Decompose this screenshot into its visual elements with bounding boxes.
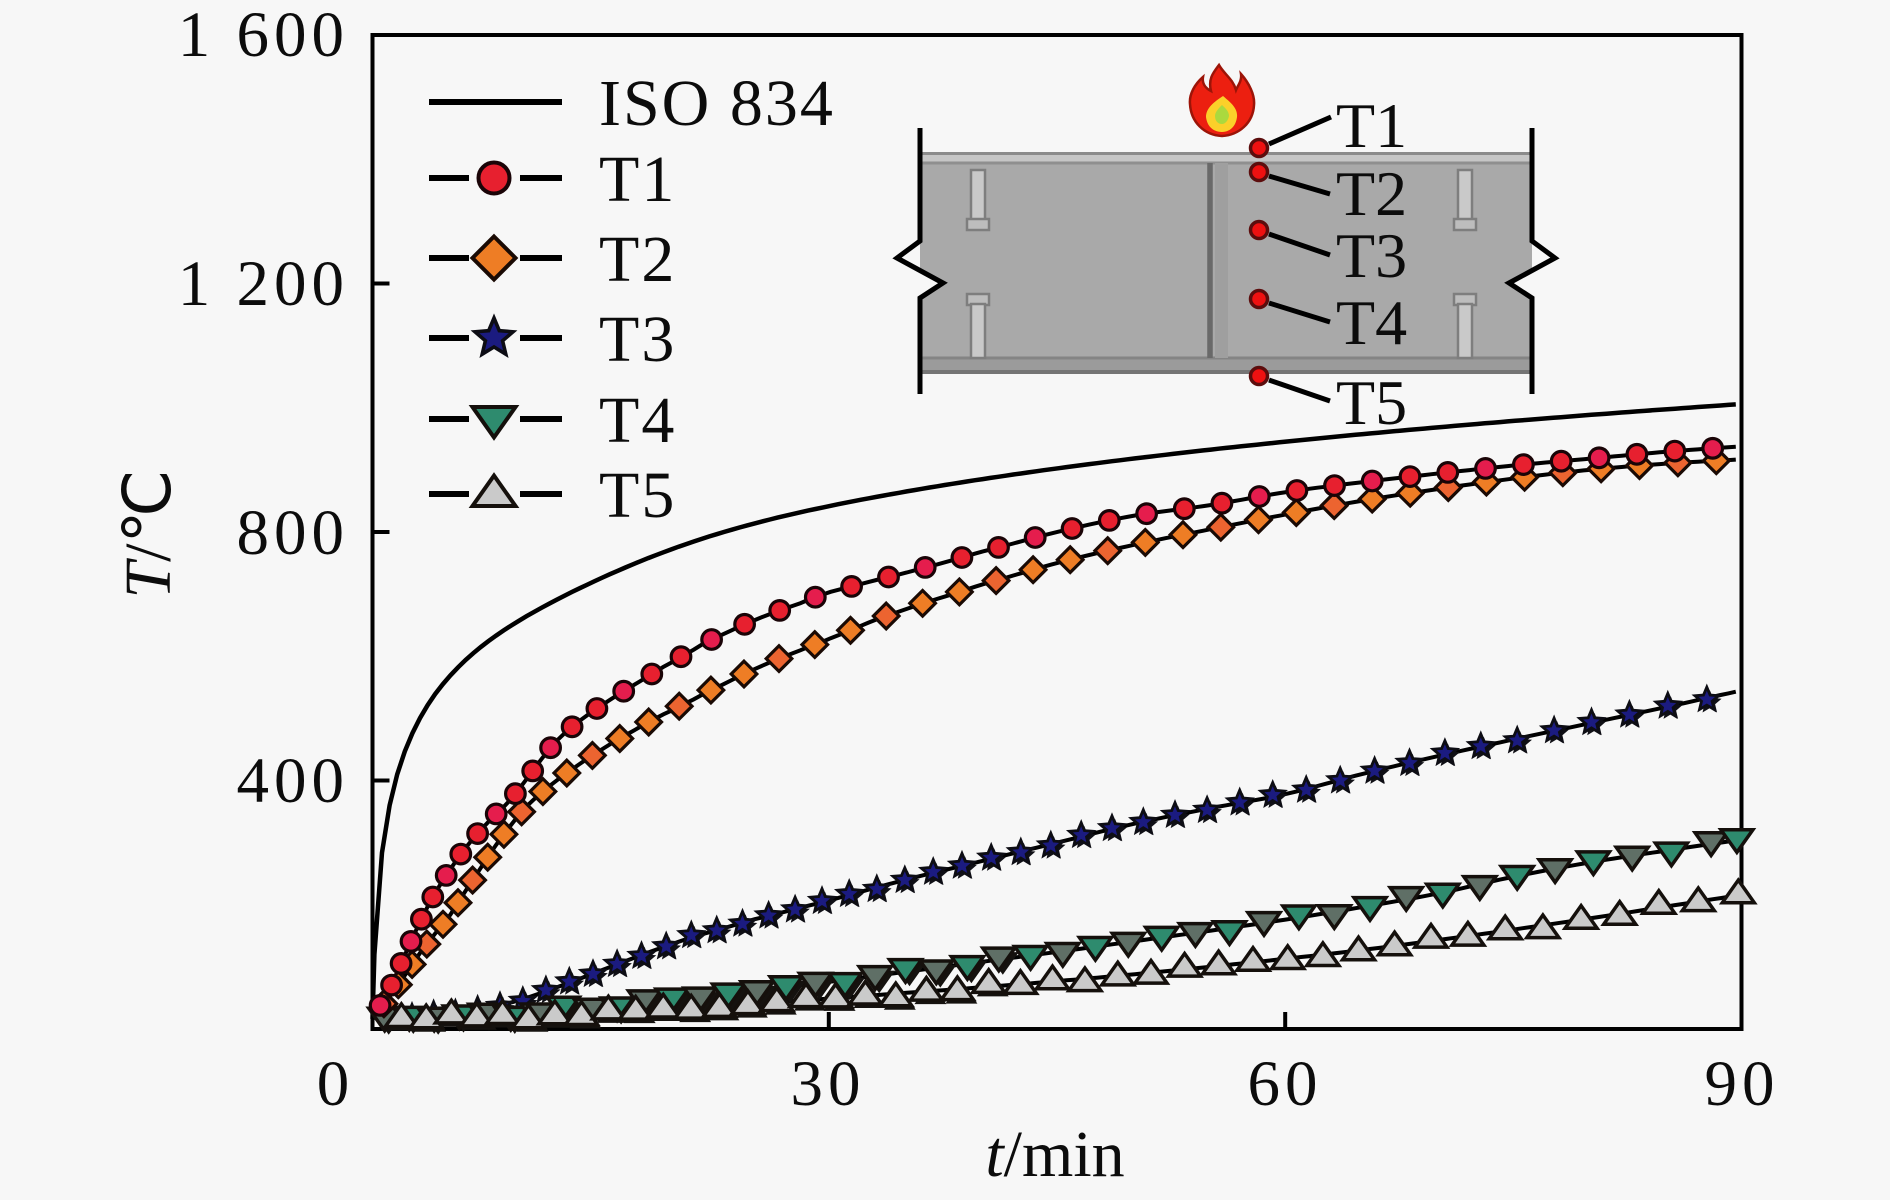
- svg-text:T1: T1: [599, 143, 676, 216]
- svg-text:T/℃: T/℃: [112, 469, 185, 598]
- svg-text:T4: T4: [1336, 287, 1407, 358]
- svg-text:T3: T3: [1336, 220, 1407, 291]
- svg-text:60: 60: [1248, 1048, 1323, 1120]
- svg-text:T2: T2: [599, 223, 676, 296]
- svg-text:1 200: 1 200: [178, 248, 349, 320]
- svg-text:90: 90: [1705, 1048, 1780, 1120]
- svg-text:T5: T5: [599, 459, 676, 532]
- svg-text:800: 800: [237, 497, 350, 569]
- svg-text:ISO 834: ISO 834: [599, 67, 835, 140]
- svg-text:T5: T5: [1336, 367, 1407, 438]
- svg-text:t/min: t/min: [985, 1118, 1124, 1191]
- svg-text:1 600: 1 600: [178, 0, 349, 71]
- svg-text:30: 30: [791, 1048, 866, 1120]
- svg-text:T4: T4: [599, 384, 676, 457]
- svg-text:T1: T1: [1336, 90, 1407, 161]
- svg-text:T2: T2: [1336, 158, 1407, 229]
- svg-text:T3: T3: [599, 303, 676, 376]
- svg-text:400: 400: [237, 745, 350, 817]
- svg-text:0: 0: [317, 1048, 350, 1120]
